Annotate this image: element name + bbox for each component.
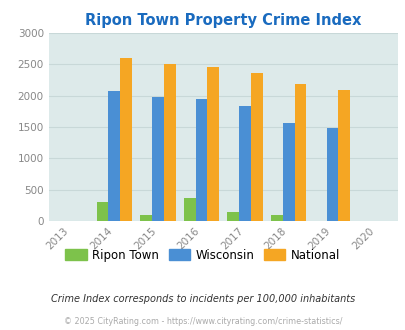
Text: Crime Index corresponds to incidents per 100,000 inhabitants: Crime Index corresponds to incidents per… (51, 294, 354, 304)
Bar (183, 198, 195, 221)
Bar (163, 64, 175, 221)
Bar (282, 123, 294, 221)
Bar (207, 67, 219, 221)
Bar (239, 106, 250, 221)
Title: Ripon Town Property Crime Index: Ripon Town Property Crime Index (85, 13, 360, 28)
Bar (326, 128, 337, 221)
Bar (96, 202, 108, 221)
Bar (120, 58, 132, 221)
Bar (337, 90, 349, 221)
Legend: Ripon Town, Wisconsin, National: Ripon Town, Wisconsin, National (60, 244, 345, 266)
Bar (250, 73, 262, 221)
Text: © 2025 CityRating.com - https://www.cityrating.com/crime-statistics/: © 2025 CityRating.com - https://www.city… (64, 317, 341, 326)
Bar (195, 99, 207, 221)
Bar (108, 91, 120, 221)
Bar (140, 215, 151, 221)
Bar (227, 212, 239, 221)
Bar (271, 215, 282, 221)
Bar (294, 84, 306, 221)
Bar (151, 97, 163, 221)
